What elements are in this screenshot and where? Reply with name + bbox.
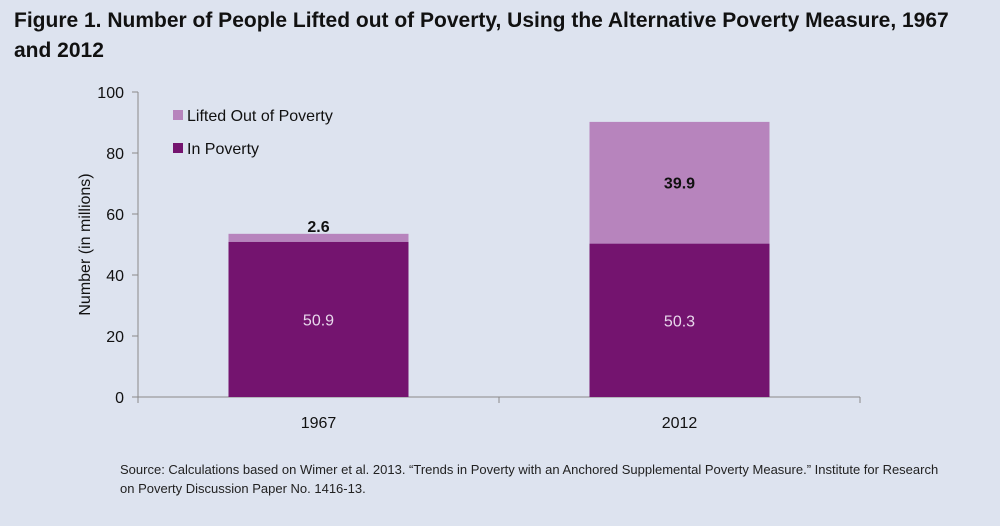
y-tick-label: 100: [97, 85, 124, 102]
bar-lifted-out-of-poverty-1967: [228, 233, 409, 242]
chart-title: Figure 1. Number of People Lifted out of…: [14, 9, 949, 62]
y-tick-label: 20: [106, 329, 124, 346]
source-note: Source: Calculations based on Wimer et a…: [120, 462, 939, 496]
data-label: 50.3: [664, 313, 695, 330]
x-tick-label: 1967: [301, 415, 337, 432]
y-tick-label: 0: [115, 390, 124, 407]
data-label: 50.9: [303, 312, 334, 329]
legend-label: In Poverty: [187, 141, 259, 158]
legend-swatch: [173, 143, 183, 153]
data-label: 39.9: [664, 176, 695, 193]
x-tick-label: 2012: [662, 415, 698, 432]
y-tick-label: 60: [106, 207, 124, 224]
bar-in-poverty-1967: [228, 241, 409, 397]
bar-in-poverty-2012: [589, 243, 770, 397]
legend-label: Lifted Out of Poverty: [187, 108, 333, 125]
data-label: 2.6: [307, 219, 329, 236]
y-tick-label: 40: [106, 268, 124, 285]
bar-lifted-out-of-poverty-2012: [589, 121, 770, 244]
legend-swatch: [173, 110, 183, 120]
y-axis-title: Number (in millions): [77, 173, 94, 315]
y-tick-label: 80: [106, 146, 124, 163]
